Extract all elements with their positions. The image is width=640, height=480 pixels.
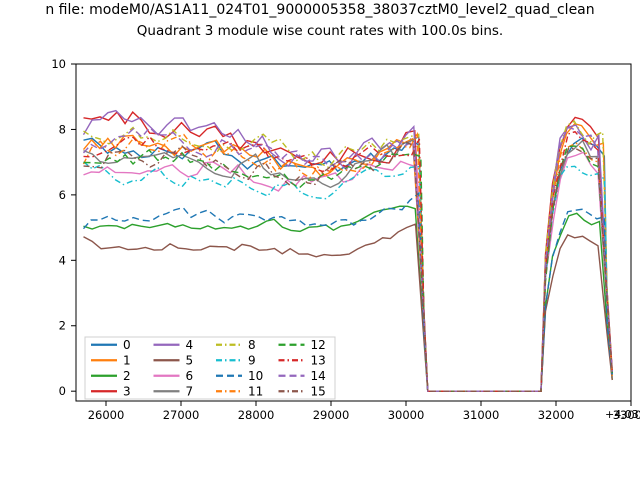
x-tick-label: 28000: [238, 408, 275, 422]
x-axis-offset-label: +4.031e8: [605, 408, 640, 421]
x-tick-label: 31000: [463, 408, 500, 422]
legend-label-0: 0: [123, 338, 131, 352]
y-tick-label: 2: [59, 319, 66, 333]
y-tick-label: 4: [59, 253, 66, 267]
legend-label-3: 3: [123, 384, 131, 398]
chart-root: n file: modeM0/AS1A11_024T01_9000005358_…: [0, 0, 640, 480]
legend-label-1: 1: [123, 353, 131, 367]
y-tick-label: 6: [59, 188, 66, 202]
y-tick-label: 8: [59, 122, 66, 136]
legend-label-6: 6: [186, 369, 194, 383]
legend-label-15: 15: [311, 384, 326, 398]
x-tick-label: 26000: [88, 408, 125, 422]
legend-label-8: 8: [248, 338, 256, 352]
y-axis-ticks: 0 2 4 6 8 10: [51, 57, 76, 398]
legend-label-5: 5: [186, 353, 194, 367]
legend-label-10: 10: [248, 369, 263, 383]
y-tick-label: 10: [51, 57, 66, 71]
legend-label-9: 9: [248, 353, 256, 367]
y-tick-label: 0: [59, 384, 66, 398]
legend-label-4: 4: [186, 338, 194, 352]
x-tick-label: 27000: [163, 408, 200, 422]
legend-label-14: 14: [311, 369, 326, 383]
chart-svg: 26000 27000 28000 29000 30000 31000 32000 3300 0…: [0, 0, 640, 480]
x-tick-label: 30000: [388, 408, 425, 422]
x-tick-label: 29000: [313, 408, 350, 422]
legend-label-13: 13: [311, 353, 326, 367]
legend-label-2: 2: [123, 369, 131, 383]
x-tick-label: 32000: [538, 408, 575, 422]
legend-label-11: 11: [248, 384, 263, 398]
legend-label-7: 7: [186, 384, 194, 398]
legend-label-12: 12: [311, 338, 326, 352]
